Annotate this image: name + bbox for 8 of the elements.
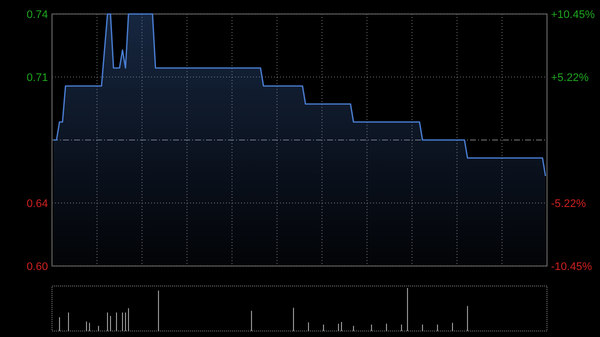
y-tick-label: 0.74 — [26, 8, 48, 21]
y-tick-label: 0.60 — [26, 260, 48, 273]
y-tick-label: 0.71 — [26, 72, 48, 84]
y2-tick-label: +10.45% — [551, 8, 595, 21]
y2-tick-label: -10.45% — [551, 260, 592, 273]
y2-tick-label: +5.22% — [551, 72, 589, 84]
y-tick-label: 0.64 — [26, 198, 48, 210]
y2-tick-label: -5.22% — [551, 198, 586, 210]
